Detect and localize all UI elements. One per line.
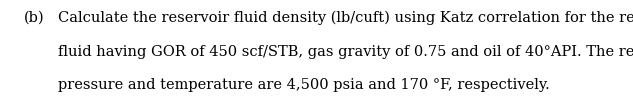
Text: fluid having GOR of 450 scf/STB, gas gravity of 0.75 and oil of 40°API. The rese: fluid having GOR of 450 scf/STB, gas gra… <box>58 44 633 58</box>
Text: pressure and temperature are 4,500 psia and 170 °F, respectively.: pressure and temperature are 4,500 psia … <box>58 78 550 92</box>
Text: Calculate the reservoir fluid density (lb/cuft) using Katz correlation for the r: Calculate the reservoir fluid density (l… <box>58 11 633 25</box>
Text: (b): (b) <box>24 11 45 25</box>
